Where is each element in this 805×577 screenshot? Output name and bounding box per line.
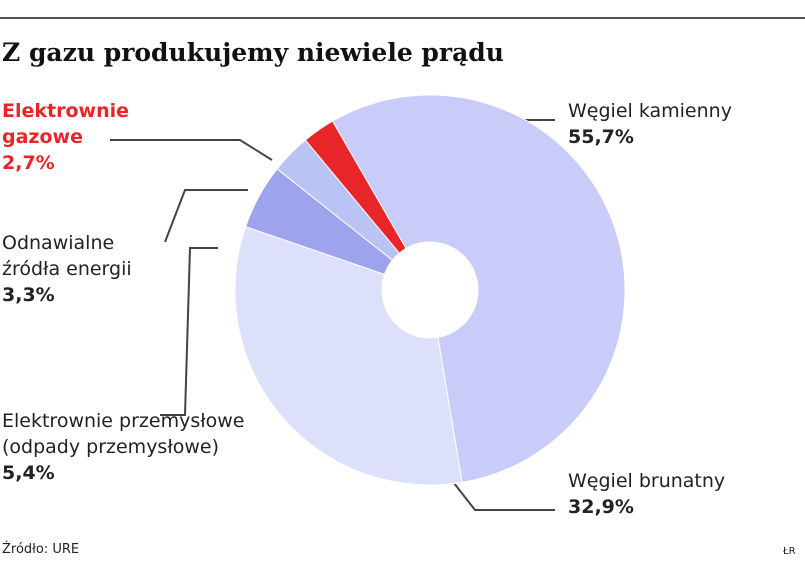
label: Odnawialne źródła energii 3,3% bbox=[2, 230, 172, 308]
label: Elektrownie gazowe 2,7% bbox=[2, 98, 162, 176]
source: Źródło: URE bbox=[2, 542, 80, 557]
donut-segment bbox=[234, 226, 463, 486]
chart-title: Z gazu produkujemy niewiele prądu bbox=[2, 38, 504, 67]
donut-segment bbox=[331, 94, 626, 483]
category-label: Odnawialne źródła energii bbox=[2, 232, 132, 280]
value-label: 55,7% bbox=[568, 126, 634, 148]
value-label: 2,7% bbox=[2, 152, 55, 174]
value-label: 3,3% bbox=[2, 284, 55, 306]
value-label: 32,9% bbox=[568, 496, 634, 518]
category-label: Elektrownie gazowe bbox=[2, 100, 129, 148]
leader-lines bbox=[110, 119, 555, 511]
category-label: Węgiel brunatny bbox=[568, 470, 726, 492]
category-label: Węgiel kamienny bbox=[568, 100, 732, 122]
category-label: Elektrownie przemysłowe (odpady przemysł… bbox=[2, 410, 245, 458]
label: Elektrownie przemysłowe (odpady przemysł… bbox=[2, 408, 272, 486]
label: Węgiel brunatny 32,9% bbox=[568, 468, 725, 520]
label: Węgiel kamienny 55,7% bbox=[568, 98, 732, 150]
value-label: 5,4% bbox=[2, 462, 55, 484]
donut-segment bbox=[304, 120, 407, 254]
credit: ŁR bbox=[783, 546, 796, 557]
